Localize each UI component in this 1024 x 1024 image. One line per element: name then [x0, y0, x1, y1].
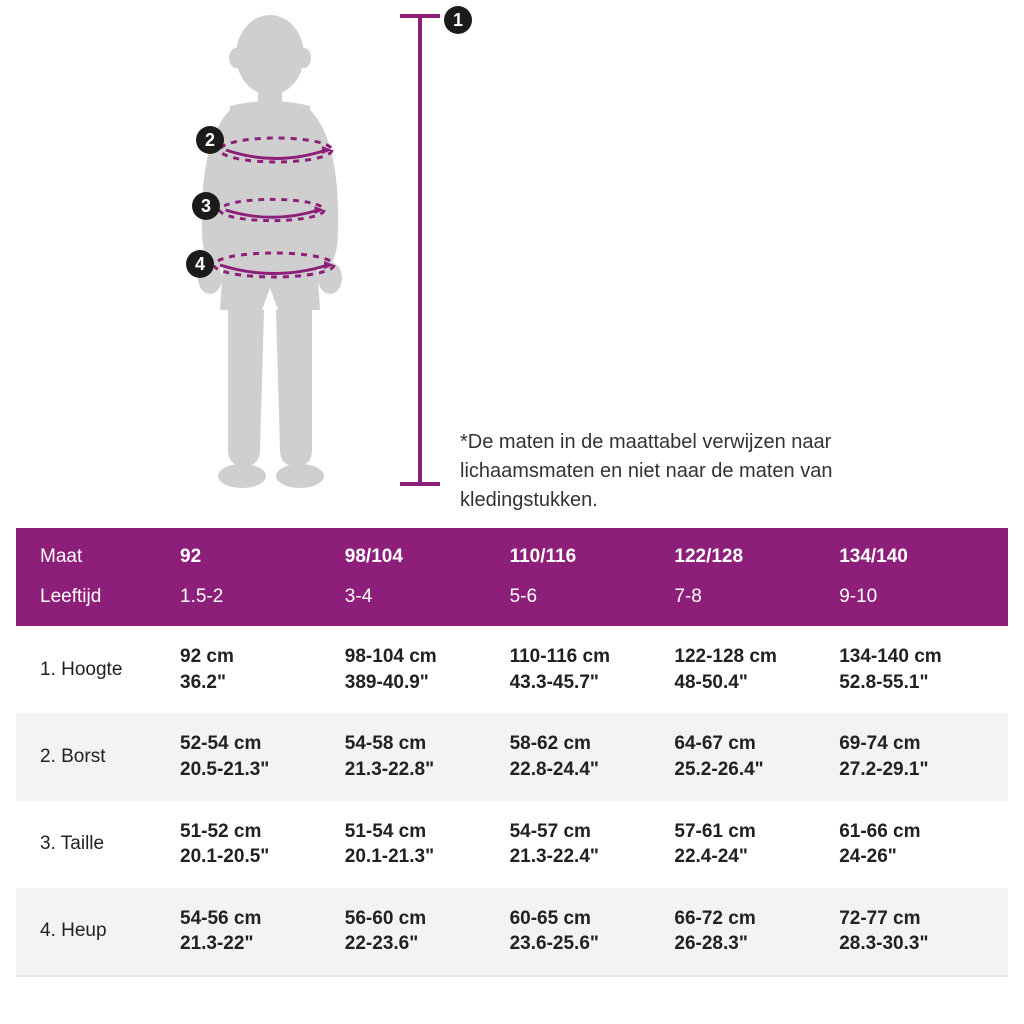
measurement-cm: 54-56 cm	[180, 906, 345, 932]
measurement-in: 22.4-24"	[674, 844, 839, 870]
measurement-in: 20.1-20.5"	[180, 844, 345, 870]
measurement-cm: 69-74 cm	[839, 731, 1004, 757]
measurement-cell: 134-140 cm52.8-55.1"	[839, 644, 1004, 695]
measurement-cell: 52-54 cm20.5-21.3"	[180, 731, 345, 782]
measurement-in: 36.2"	[180, 670, 345, 696]
measurement-cell: 51-54 cm20.1-21.3"	[345, 819, 510, 870]
measurement-cm: 66-72 cm	[674, 906, 839, 932]
measurement-cell: 57-61 cm22.4-24"	[674, 819, 839, 870]
height-bar	[400, 14, 440, 486]
measure-ring-hip	[210, 250, 338, 280]
age-col-4: 9-10	[839, 586, 1004, 608]
measurement-cm: 57-61 cm	[674, 819, 839, 845]
size-col-1: 98/104	[345, 546, 510, 568]
measurement-in: 28.3-30.3"	[839, 931, 1004, 957]
size-col-2: 110/116	[510, 546, 675, 568]
measurement-cm: 110-116 cm	[510, 644, 675, 670]
measurement-cell: 110-116 cm43.3-45.7"	[510, 644, 675, 695]
marker-4: 4	[186, 250, 214, 278]
measurement-in: 23.6-25.6"	[510, 931, 675, 957]
marker-3: 3	[192, 192, 220, 220]
marker-2: 2	[196, 126, 224, 154]
measurement-cell: 61-66 cm24-26"	[839, 819, 1004, 870]
size-col-0: 92	[180, 546, 345, 568]
size-table: Maat 92 98/104 110/116 122/128 134/140 L…	[16, 528, 1008, 977]
measurement-cell: 69-74 cm27.2-29.1"	[839, 731, 1004, 782]
measurement-cm: 72-77 cm	[839, 906, 1004, 932]
size-col-3: 122/128	[674, 546, 839, 568]
measurement-cm: 54-57 cm	[510, 819, 675, 845]
age-col-0: 1.5-2	[180, 586, 345, 608]
measurement-cm: 122-128 cm	[674, 644, 839, 670]
table-row: 1. Hoogte92 cm36.2"98-104 cm389-40.9"110…	[16, 626, 1008, 713]
measurement-in: 20.1-21.3"	[345, 844, 510, 870]
measurement-cell: 66-72 cm26-28.3"	[674, 906, 839, 957]
row-label: 4. Heup	[20, 920, 180, 942]
measurement-in: 48-50.4"	[674, 670, 839, 696]
measurement-cm: 58-62 cm	[510, 731, 675, 757]
measurement-in: 26-28.3"	[674, 931, 839, 957]
row-label: 3. Taille	[20, 833, 180, 855]
measurement-cell: 60-65 cm23.6-25.6"	[510, 906, 675, 957]
measurement-cell: 98-104 cm389-40.9"	[345, 644, 510, 695]
measure-ring-chest	[216, 135, 336, 165]
measurement-in: 24-26"	[839, 844, 1004, 870]
header-maat-label: Maat	[20, 546, 180, 568]
table-header: Maat 92 98/104 110/116 122/128 134/140 L…	[16, 528, 1008, 626]
measurement-cm: 98-104 cm	[345, 644, 510, 670]
measure-ring-waist	[214, 195, 330, 225]
row-label: 2. Borst	[20, 746, 180, 768]
table-row: 2. Borst52-54 cm20.5-21.3"54-58 cm21.3-2…	[16, 713, 1008, 800]
measurement-in: 22-23.6"	[345, 931, 510, 957]
table-body: 1. Hoogte92 cm36.2"98-104 cm389-40.9"110…	[16, 626, 1008, 977]
measurement-in: 52.8-55.1"	[839, 670, 1004, 696]
row-label: 1. Hoogte	[20, 659, 180, 681]
measurement-cm: 60-65 cm	[510, 906, 675, 932]
table-row: 4. Heup54-56 cm21.3-22"56-60 cm22-23.6"6…	[16, 888, 1008, 975]
measurement-cell: 56-60 cm22-23.6"	[345, 906, 510, 957]
age-col-2: 5-6	[510, 586, 675, 608]
measurement-in: 20.5-21.3"	[180, 757, 345, 783]
table-row: 3. Taille51-52 cm20.1-20.5"51-54 cm20.1-…	[16, 801, 1008, 888]
measurement-in: 21.3-22"	[180, 931, 345, 957]
measurement-in: 25.2-26.4"	[674, 757, 839, 783]
measurement-in: 43.3-45.7"	[510, 670, 675, 696]
measurement-cm: 54-58 cm	[345, 731, 510, 757]
measurement-cell: 54-58 cm21.3-22.8"	[345, 731, 510, 782]
measurement-cm: 92 cm	[180, 644, 345, 670]
age-col-1: 3-4	[345, 586, 510, 608]
header-leeftijd-label: Leeftijd	[20, 586, 180, 608]
measurement-cm: 134-140 cm	[839, 644, 1004, 670]
size-col-4: 134/140	[839, 546, 1004, 568]
age-col-3: 7-8	[674, 586, 839, 608]
measurement-cell: 92 cm36.2"	[180, 644, 345, 695]
measurement-cell: 54-57 cm21.3-22.4"	[510, 819, 675, 870]
measurement-cm: 61-66 cm	[839, 819, 1004, 845]
measurement-in: 22.8-24.4"	[510, 757, 675, 783]
measurement-cm: 51-54 cm	[345, 819, 510, 845]
measurement-cell: 58-62 cm22.8-24.4"	[510, 731, 675, 782]
measurement-cell: 72-77 cm28.3-30.3"	[839, 906, 1004, 957]
measurement-in: 21.3-22.8"	[345, 757, 510, 783]
measurement-cm: 56-60 cm	[345, 906, 510, 932]
measurement-cell: 64-67 cm25.2-26.4"	[674, 731, 839, 782]
measurement-in: 389-40.9"	[345, 670, 510, 696]
measurement-cell: 122-128 cm48-50.4"	[674, 644, 839, 695]
measurement-cm: 52-54 cm	[180, 731, 345, 757]
measurement-cm: 51-52 cm	[180, 819, 345, 845]
measurement-cm: 64-67 cm	[674, 731, 839, 757]
diagram-area: 1 2 3 4 *De maten in de maattabel verwij…	[0, 0, 1024, 528]
measurement-in: 21.3-22.4"	[510, 844, 675, 870]
measurement-cell: 51-52 cm20.1-20.5"	[180, 819, 345, 870]
measurement-in: 27.2-29.1"	[839, 757, 1004, 783]
marker-1: 1	[444, 6, 472, 34]
measurement-cell: 54-56 cm21.3-22"	[180, 906, 345, 957]
sizing-note: *De maten in de maattabel verwijzen naar…	[460, 428, 880, 515]
